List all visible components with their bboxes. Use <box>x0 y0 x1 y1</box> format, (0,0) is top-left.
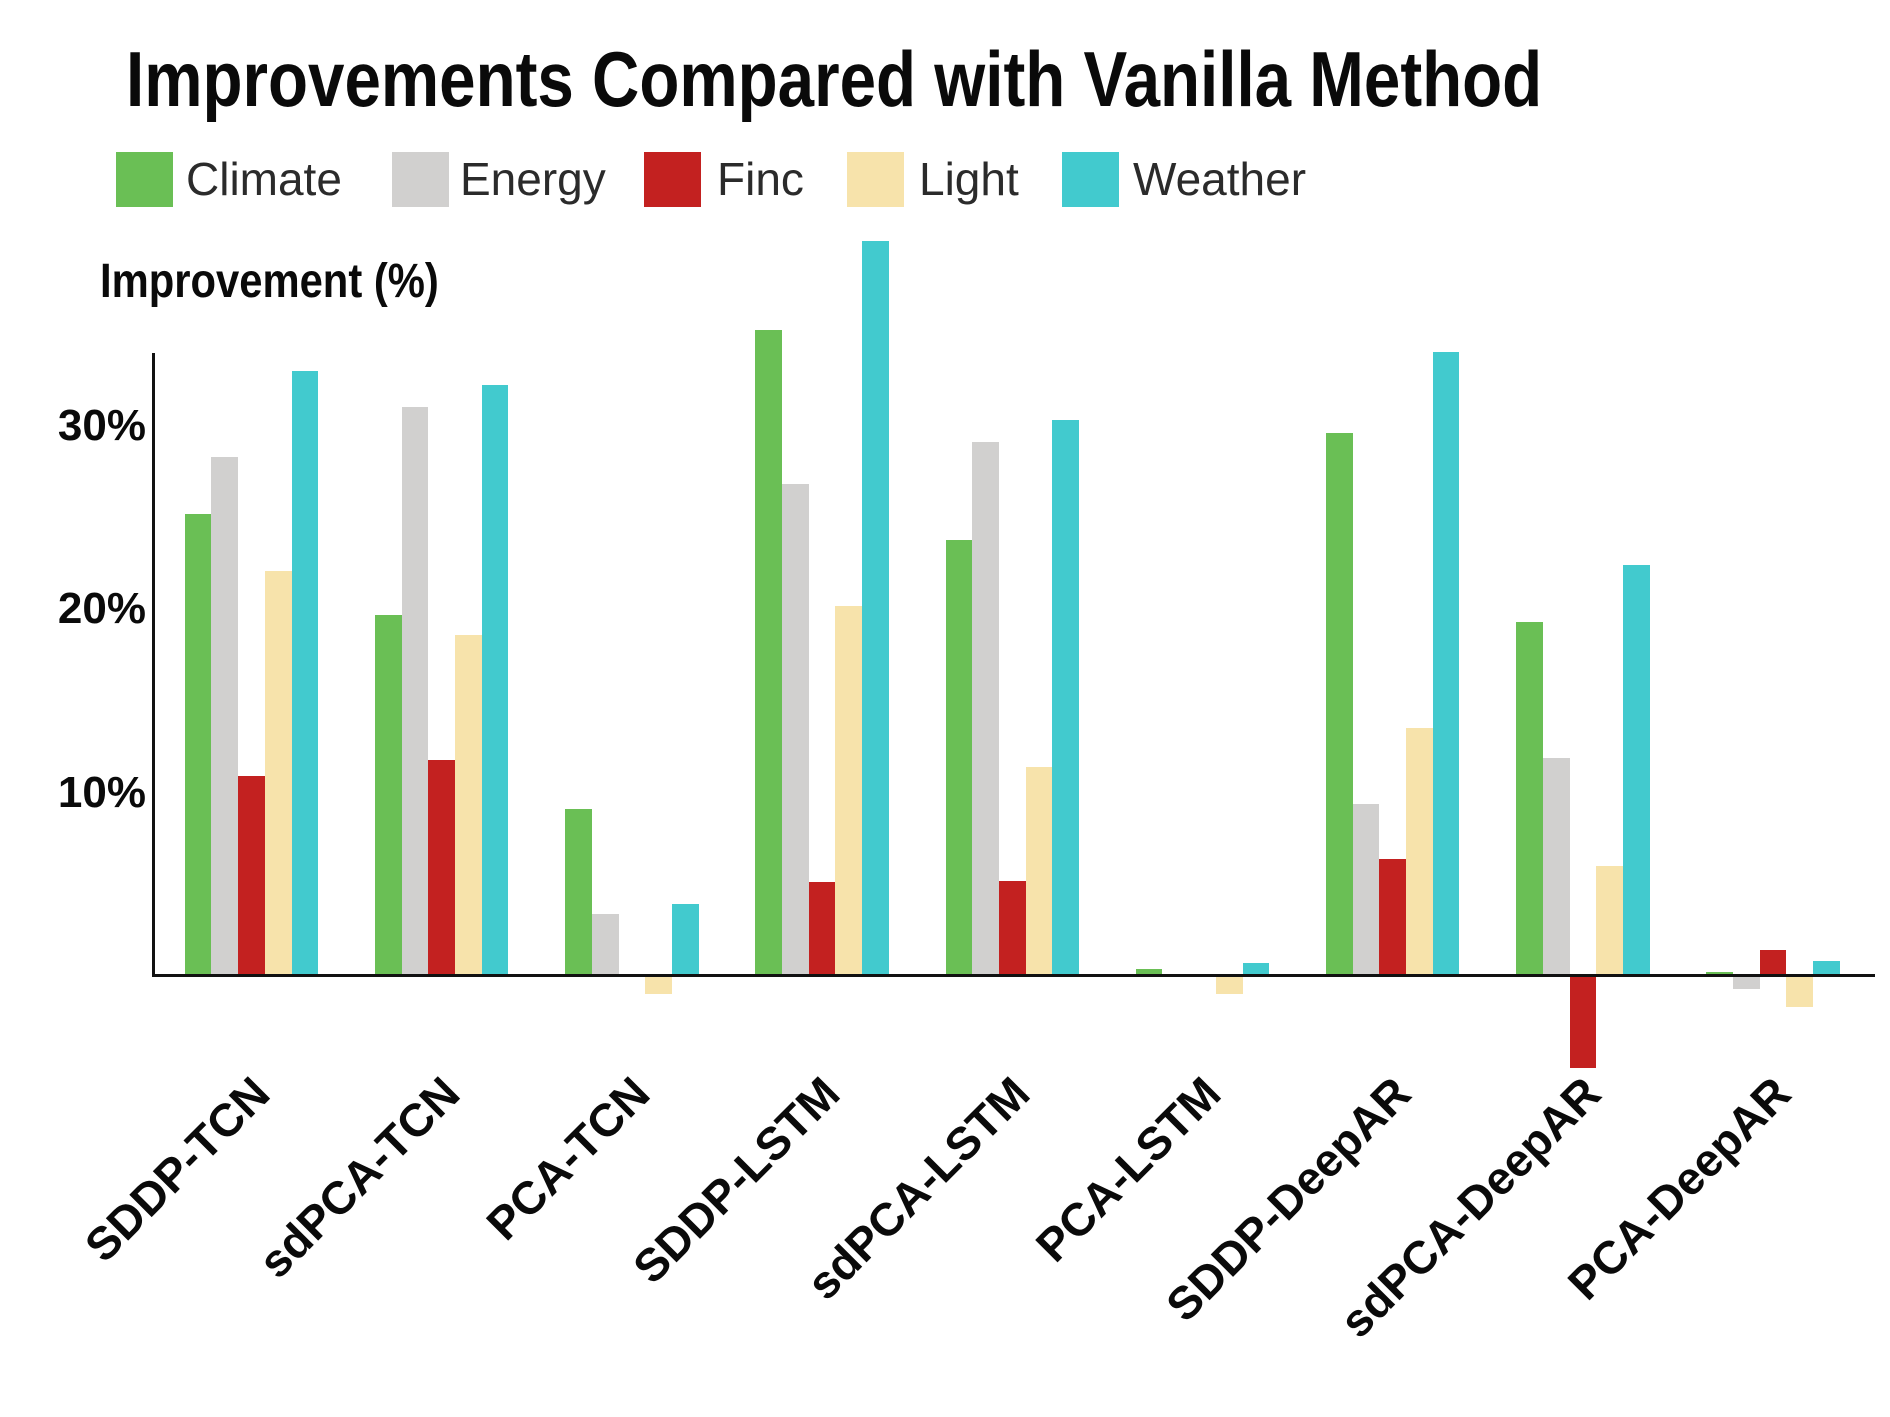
bar-weather-pca-tcn <box>671 904 699 976</box>
bar-finc-sdpca-lstm <box>998 880 1026 976</box>
bar-finc-sddp-deepar <box>1379 858 1407 976</box>
bar-light-sdpca-deepar <box>1596 865 1623 976</box>
legend-swatch-climate <box>116 152 173 207</box>
bar-finc-pca-deepar <box>1759 950 1787 976</box>
legend-swatch-light <box>847 152 904 207</box>
y-tick-30: 30% <box>57 400 146 450</box>
bar-energy-sdpca-deepar <box>1542 757 1570 976</box>
bar-weather-sddp-deepar <box>1432 352 1460 976</box>
bar-weather-pca-lstm <box>1242 963 1270 976</box>
y-tick-10: 10% <box>57 767 146 817</box>
bar-climate-sdpca-lstm <box>945 539 973 976</box>
bar-climate-sddp-lstm <box>755 330 783 976</box>
bar-finc-sdpca-deepar <box>1569 976 1597 1068</box>
bar-energy-sdpca-lstm <box>972 442 999 976</box>
bar-climate-sdpca-deepar <box>1516 622 1543 976</box>
bar-weather-sddp-lstm <box>862 240 889 976</box>
bar-climate-sddp-deepar <box>1326 433 1353 976</box>
y-tick-20: 20% <box>57 584 146 634</box>
bar-energy-sdpca-tcn <box>401 407 429 976</box>
bar-energy-sddp-deepar <box>1352 803 1380 976</box>
bar-weather-sdpca-tcn <box>481 385 509 976</box>
legend-label-energy: Energy <box>460 153 606 205</box>
bar-light-pca-deepar <box>1786 976 1814 1008</box>
bar-energy-pca-deepar <box>1733 976 1760 989</box>
bar-light-sddp-deepar <box>1406 728 1433 976</box>
bar-finc-sddp-lstm <box>808 882 836 976</box>
legend-label-weather: Weather <box>1133 153 1307 205</box>
bar-light-sddp-tcn <box>264 570 292 976</box>
bar-light-sddp-lstm <box>835 605 863 976</box>
bar-weather-sdpca-deepar <box>1622 565 1650 976</box>
x-axis-line <box>152 974 1875 977</box>
bar-light-sdpca-lstm <box>1025 766 1053 976</box>
legend-label-climate: Climate <box>186 153 342 205</box>
legend-swatch-energy <box>392 152 449 207</box>
bar-light-pca-tcn <box>645 976 672 995</box>
bar-light-sdpca-tcn <box>455 634 482 976</box>
y-axis-line <box>152 353 155 977</box>
y-axis-title: Improvement (%) <box>100 255 439 308</box>
bar-weather-pca-deepar <box>1813 961 1840 976</box>
bar-light-pca-lstm <box>1215 976 1243 995</box>
legend-swatch-weather <box>1062 152 1119 207</box>
bar-energy-pca-tcn <box>591 913 619 976</box>
bar-weather-sdpca-lstm <box>1052 420 1079 976</box>
legend-label-finc: Finc <box>717 153 804 205</box>
bar-finc-sddp-tcn <box>238 776 265 976</box>
bar-energy-sddp-lstm <box>782 484 809 976</box>
legend: Climate Energy Finc Light Weather <box>0 0 1890 230</box>
bar-finc-sdpca-tcn <box>428 759 456 976</box>
legend-label-light: Light <box>919 153 1019 205</box>
bar-climate-sdpca-tcn <box>375 614 402 976</box>
chart-title: Improvements Compared with Vanilla Metho… <box>126 35 1543 123</box>
bar-climate-pca-lstm <box>1135 968 1163 976</box>
legend-swatch-finc <box>644 152 701 207</box>
bar-climate-pca-tcn <box>565 809 592 976</box>
bar-energy-sddp-tcn <box>211 456 239 976</box>
bar-weather-sddp-tcn <box>291 370 319 976</box>
bar-climate-sddp-tcn <box>184 513 212 976</box>
